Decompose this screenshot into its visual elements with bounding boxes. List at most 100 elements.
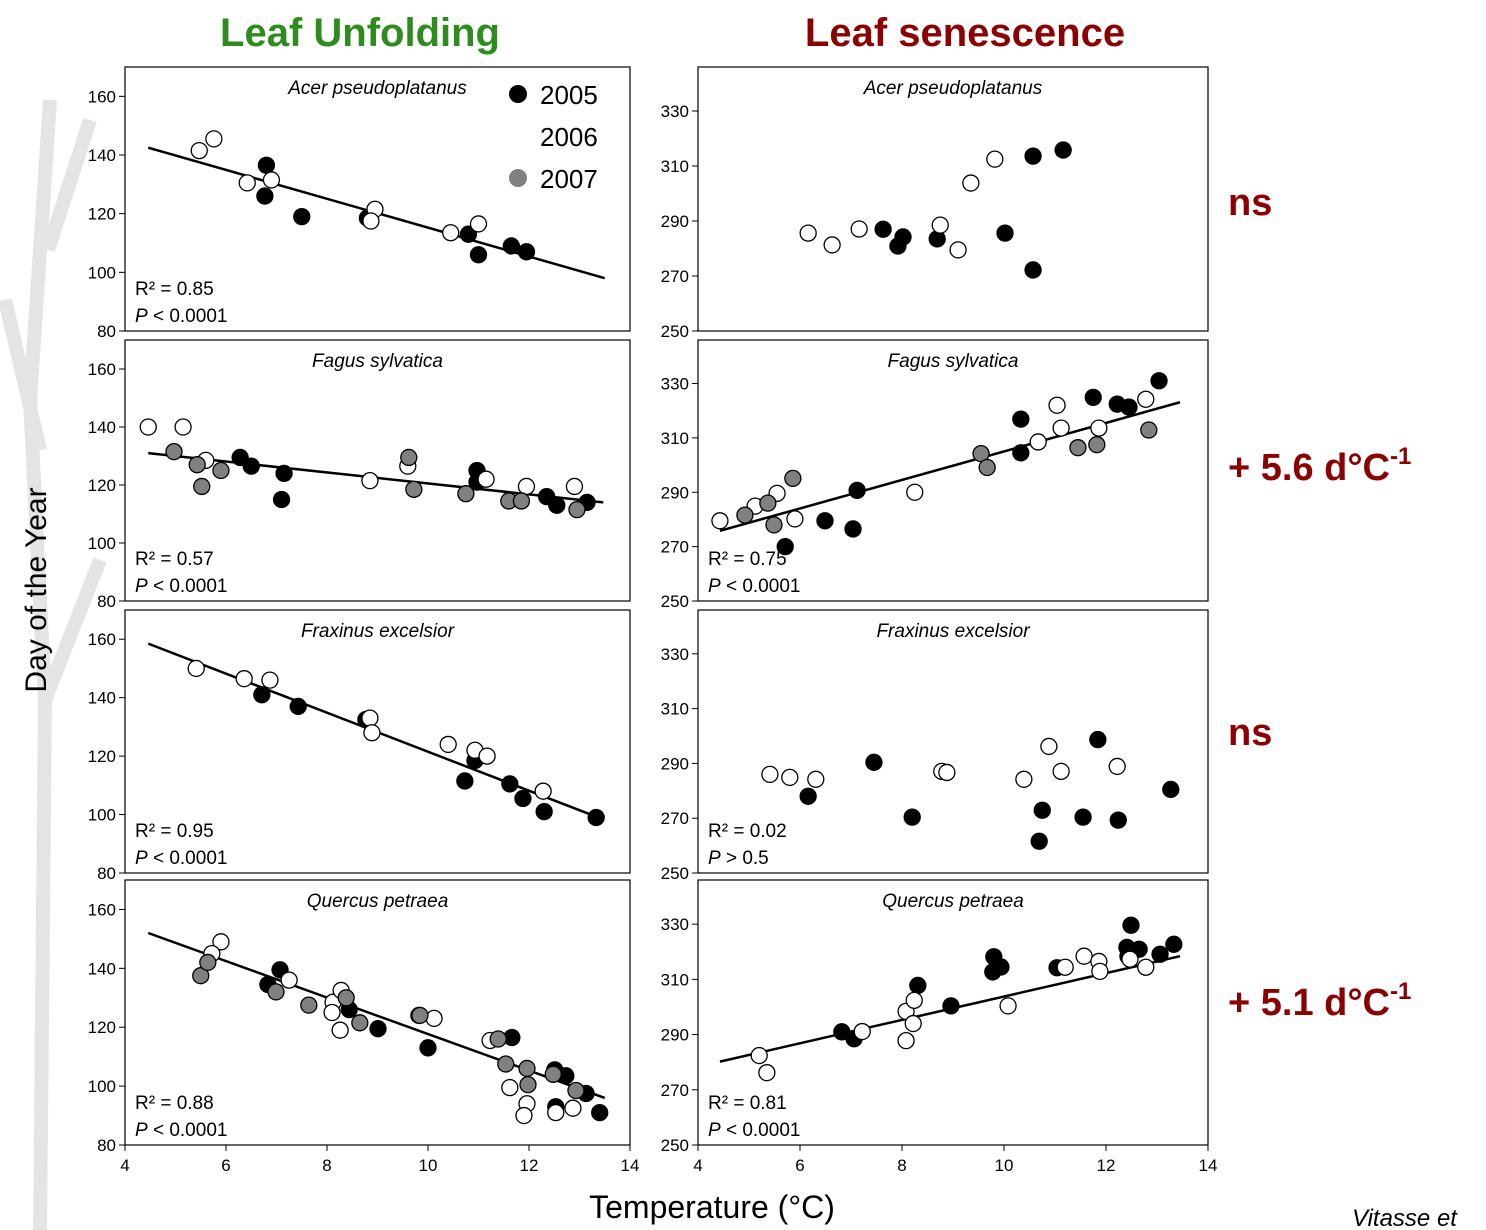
y-tick-label: 290 — [661, 1026, 689, 1045]
data-point — [786, 510, 804, 528]
data-point — [853, 1022, 871, 1041]
data-point — [212, 461, 230, 480]
data-point — [515, 1106, 533, 1125]
y-tick-label: 290 — [661, 483, 689, 502]
p-text: < 0.0001 — [721, 576, 801, 597]
p-symbol: P — [135, 1120, 148, 1141]
panel-title: Fraxinus excelsior — [301, 621, 455, 642]
data-point — [781, 768, 799, 787]
data-point — [442, 224, 460, 242]
trend-annotation: + 5.6 d°C-1 — [1228, 443, 1411, 489]
data-point — [761, 765, 779, 784]
p-text: < 0.0001 — [148, 576, 228, 597]
plot-frame — [124, 609, 631, 874]
data-point — [711, 512, 729, 530]
y-tick-label: 120 — [88, 1018, 116, 1037]
data-point — [1120, 398, 1138, 416]
y-tick-label: 100 — [88, 1077, 116, 1096]
tree-backdrop — [0, 99, 107, 1230]
x-tick-label: 12 — [1097, 1156, 1116, 1175]
plot-frame — [697, 339, 1209, 602]
data-point — [807, 770, 825, 788]
data-point — [1137, 390, 1155, 408]
column-title: Leaf Unfolding — [220, 11, 500, 55]
data-point — [174, 418, 192, 436]
data-point — [1015, 770, 1033, 788]
x-tick-label: 6 — [221, 1156, 230, 1175]
data-point — [193, 477, 211, 496]
data-point — [501, 775, 519, 793]
data-point — [369, 1020, 387, 1038]
x-tick-label: 14 — [621, 1156, 640, 1175]
data-point — [758, 1064, 776, 1082]
y-tick-label: 80 — [97, 592, 116, 611]
p-label: P < 0.0001 — [135, 576, 227, 597]
panel-title: Fraxinus excelsior — [876, 621, 1030, 642]
data-point — [272, 490, 291, 509]
p-label: P < 0.0001 — [135, 1120, 227, 1141]
data-point — [1048, 396, 1066, 414]
data-point — [776, 537, 794, 556]
data-point — [253, 686, 271, 704]
annotation-text: + 5.6 d°C — [1228, 447, 1390, 489]
p-text: < 0.0001 — [721, 1120, 801, 1141]
data-point — [591, 1103, 609, 1122]
data-point — [587, 808, 605, 827]
y-tick-label: 330 — [661, 375, 689, 394]
data-point — [544, 1065, 562, 1083]
p-symbol: P — [135, 848, 148, 869]
y-tick-label: 250 — [661, 1136, 689, 1155]
x-tick-label: 10 — [995, 1156, 1014, 1175]
y-tick-label: 100 — [88, 534, 116, 553]
data-point — [1088, 436, 1106, 454]
r2-label: R² = 0.85 — [135, 279, 214, 300]
y-tick-label: 140 — [88, 146, 116, 165]
data-point — [816, 512, 834, 530]
data-point — [759, 494, 777, 512]
p-label: P < 0.0001 — [135, 848, 227, 869]
r2-label: R² = 0.57 — [135, 549, 214, 570]
plot-frame — [697, 609, 1209, 874]
annotation-text: ns — [1228, 182, 1272, 224]
p-symbol: P — [708, 848, 721, 869]
data-point — [931, 216, 949, 234]
data-point — [425, 1009, 443, 1028]
y-tick-label: 330 — [661, 102, 689, 121]
y-tick-label: 160 — [88, 630, 116, 649]
x-tick-label: 8 — [897, 1156, 906, 1175]
data-point — [361, 709, 379, 727]
data-point — [165, 442, 183, 461]
data-point — [1056, 958, 1074, 976]
panel-title: Acer pseudoplatanus — [863, 78, 1043, 99]
y-tick-label: 160 — [88, 900, 116, 919]
x-tick-label: 10 — [419, 1156, 438, 1175]
y-tick-label: 270 — [661, 809, 689, 828]
data-point — [1074, 808, 1092, 826]
y-tick-label: 80 — [97, 1136, 116, 1155]
data-point — [850, 220, 868, 238]
data-point — [1052, 762, 1070, 781]
data-point — [874, 220, 892, 238]
y-tick-label: 80 — [97, 864, 116, 883]
data-point — [1024, 261, 1042, 279]
y-tick-label: 80 — [97, 322, 116, 341]
data-point — [565, 477, 584, 496]
x-axis-title: Temperature (°C) — [589, 1189, 835, 1225]
data-point — [238, 174, 256, 192]
data-point — [1012, 444, 1030, 462]
data-point — [257, 156, 276, 174]
y-tick-label: 140 — [88, 959, 116, 978]
plot-frame — [697, 66, 1209, 332]
data-point — [568, 500, 586, 519]
r2-label: R² = 0.95 — [135, 821, 214, 842]
p-label: P > 0.5 — [708, 848, 769, 869]
data-point — [469, 215, 488, 233]
data-point — [962, 174, 980, 192]
data-point — [518, 1059, 536, 1078]
data-point — [909, 976, 927, 995]
y-tick-label: 290 — [661, 754, 689, 773]
legend-marker — [509, 169, 527, 187]
data-point — [750, 1046, 768, 1065]
legend-label: 2007 — [540, 164, 598, 194]
